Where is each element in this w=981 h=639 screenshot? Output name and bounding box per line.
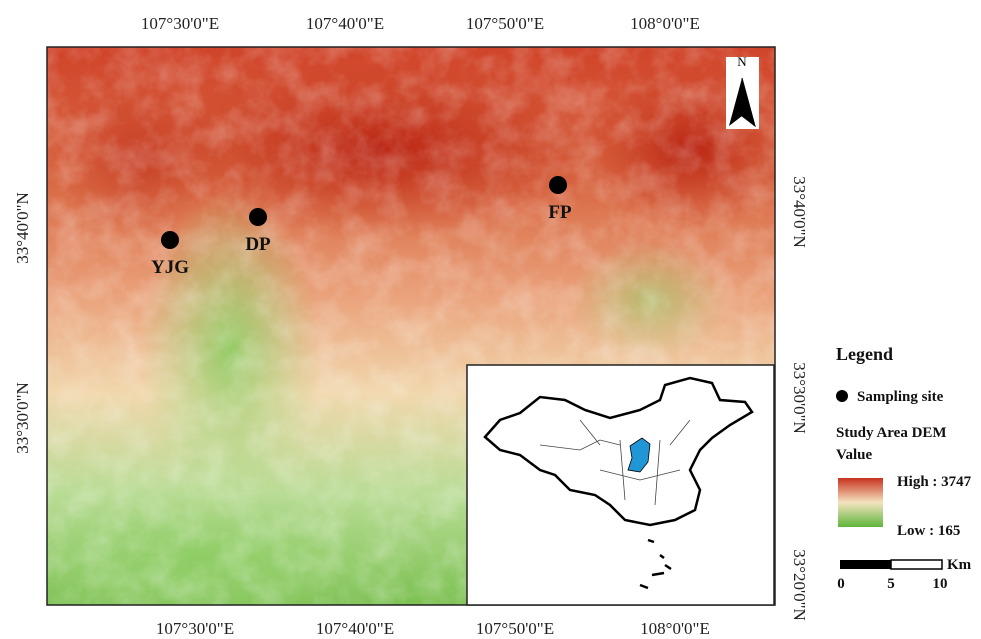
legend-title: Legend — [836, 344, 893, 364]
top-coord: 108°0'0"E — [630, 14, 700, 33]
site-label: DP — [245, 234, 271, 255]
sampling-site — [161, 231, 179, 249]
right-coord: 33°40'0"N — [790, 176, 809, 248]
left-coord: 33°30'0"N — [13, 382, 32, 454]
scale-bar-white — [891, 560, 942, 569]
north-arrow: N — [726, 54, 759, 129]
legend-dem-title: Study Area DEM — [836, 425, 947, 441]
scale-tick: 10 — [933, 576, 948, 592]
scale-unit: Km — [947, 557, 972, 573]
legend-high: High : 3747 — [897, 474, 972, 490]
top-coord: 107°40'0"E — [306, 14, 384, 33]
bottom-coord: 108°0'0"E — [640, 619, 710, 638]
map-figure: N 107°30'0"E 107°40'0"E 107°50'0"E 108°0'0"… — [0, 0, 981, 639]
site-label: FP — [548, 202, 572, 223]
scale-bar-black — [840, 560, 891, 569]
top-coord: 107°30'0"E — [141, 14, 219, 33]
right-coord: 33°20'0"N — [790, 549, 809, 621]
legend-low: Low : 165 — [897, 523, 960, 539]
scale-tick: 5 — [887, 576, 895, 592]
scale-tick: 0 — [837, 576, 845, 592]
top-coord: 107°50'0"E — [466, 14, 544, 33]
inset-map — [467, 365, 774, 605]
sampling-site — [549, 176, 567, 194]
north-label: N — [737, 54, 747, 69]
legend-ramp — [838, 478, 883, 527]
left-coord: 33°40'0"N — [13, 192, 32, 264]
legend-site-marker — [836, 390, 848, 402]
legend-dem-sub: Value — [836, 447, 872, 463]
right-coord: 33°30'0"N — [790, 362, 809, 434]
sampling-site — [249, 208, 267, 226]
bottom-coord: 107°30'0"E — [156, 619, 234, 638]
site-label: YJG — [151, 257, 189, 278]
legend-site: Sampling site — [857, 389, 944, 405]
bottom-coord: 107°50'0"E — [476, 619, 554, 638]
bottom-coord: 107°40'0"E — [316, 619, 394, 638]
